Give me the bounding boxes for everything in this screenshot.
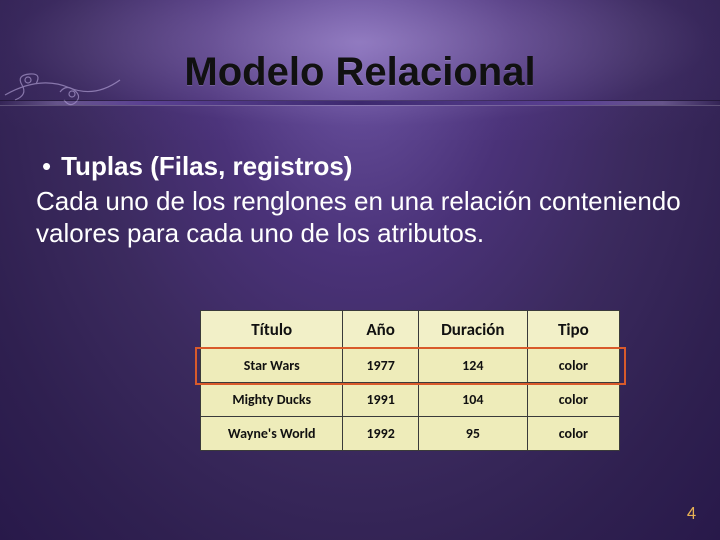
cell: color — [527, 349, 619, 383]
header: Modelo Relacional — [0, 50, 720, 105]
cell: Mighty Ducks — [201, 383, 343, 417]
cell: 95 — [418, 417, 527, 451]
table-wrap: Título Año Duración Tipo Star Wars 1977 … — [200, 310, 620, 451]
bullet-heading: Tuplas (Filas, registros) — [61, 150, 352, 183]
bullet-marker: • — [42, 150, 51, 183]
slide-title: Modelo Relacional — [0, 50, 720, 95]
content-block: • Tuplas (Filas, registros) Cada uno de … — [36, 150, 684, 250]
col-header: Título — [201, 311, 343, 349]
col-header: Año — [343, 311, 418, 349]
data-table: Título Año Duración Tipo Star Wars 1977 … — [200, 310, 620, 451]
table-header-row: Título Año Duración Tipo — [201, 311, 620, 349]
table-row: Wayne's World 1992 95 color — [201, 417, 620, 451]
title-underline — [0, 101, 720, 105]
body-text: Cada uno de los renglones en una relació… — [36, 185, 684, 250]
cell: 1991 — [343, 383, 418, 417]
cell: color — [527, 383, 619, 417]
table-row: Star Wars 1977 124 color — [201, 349, 620, 383]
cell: 124 — [418, 349, 527, 383]
page-number: 4 — [687, 502, 696, 524]
col-header: Tipo — [527, 311, 619, 349]
cell: Wayne's World — [201, 417, 343, 451]
cell: 1992 — [343, 417, 418, 451]
slide: Modelo Relacional • Tuplas (Filas, regis… — [0, 0, 720, 540]
cell: Star Wars — [201, 349, 343, 383]
bullet-row: • Tuplas (Filas, registros) — [36, 150, 684, 183]
col-header: Duración — [418, 311, 527, 349]
cell: 104 — [418, 383, 527, 417]
cell: color — [527, 417, 619, 451]
table-row: Mighty Ducks 1991 104 color — [201, 383, 620, 417]
cell: 1977 — [343, 349, 418, 383]
